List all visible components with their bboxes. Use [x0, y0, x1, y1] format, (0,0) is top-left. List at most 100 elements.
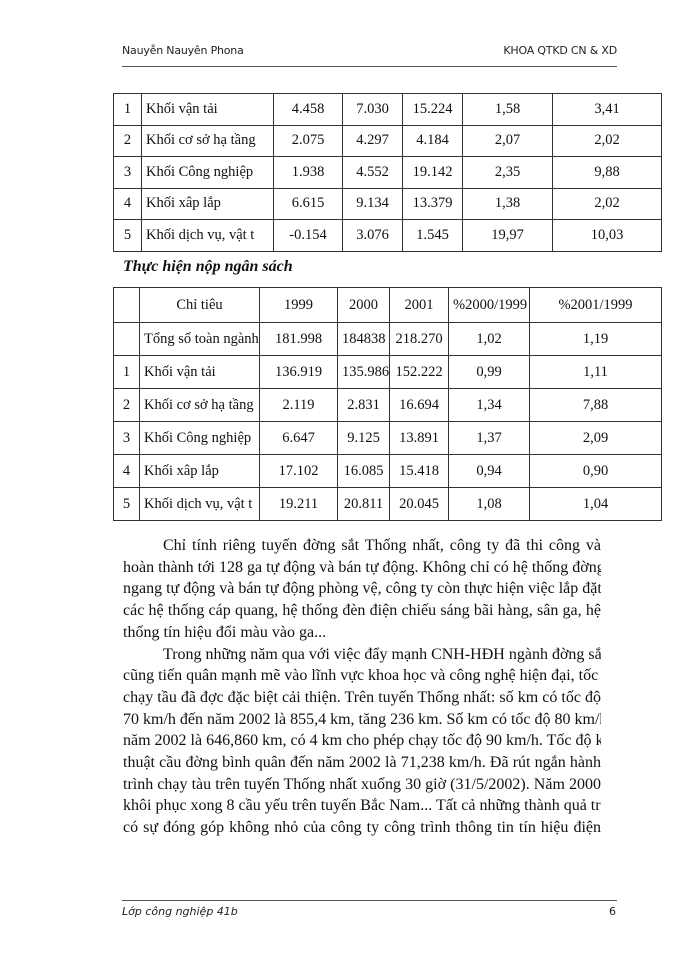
table-row: 4 Khối xâp lắp 6.615 9.134 13.379 1,38 2,02: [113, 187, 662, 220]
row-index-cell: 3: [113, 156, 142, 189]
indicator-cell: Khối dịch vụ, vật t: [139, 487, 260, 521]
value-cell: 0,99: [448, 355, 530, 389]
body-text: Chỉ tính riêng tuyến đờng sắt Thống nhất…: [123, 535, 601, 839]
text-line: ngang tự động và bán tự động phòng vệ, c…: [123, 580, 601, 598]
value-cell: 7,88: [529, 388, 662, 422]
value-cell: 2.119: [259, 388, 338, 422]
text-line: trình chạy tàu trên tuyến Thống nhất xuố…: [123, 775, 601, 793]
text-line: 70 km/h đến năm 2002 là 855,4 km, tăng 2…: [123, 710, 601, 728]
row-index-cell: [113, 322, 140, 356]
value-cell: 135.986: [337, 355, 390, 389]
indicator-cell: Khối vận tải: [141, 93, 274, 126]
value-cell: 16.085: [337, 454, 390, 488]
value-cell: 15.418: [389, 454, 449, 488]
text-line: khôi phục xong 8 cầu yếu trên tuyến Bắc …: [123, 797, 601, 815]
value-cell: 13.891: [389, 421, 449, 455]
value-cell: 3.076: [342, 219, 403, 252]
value-cell: 2.831: [337, 388, 390, 422]
row-index-cell: 2: [113, 388, 140, 422]
indicator-cell: Khối vận tải: [139, 355, 260, 389]
value-cell: 0,90: [529, 454, 662, 488]
text-line: thuật cầu đờng bình quân đến năm 2002 là…: [123, 754, 601, 772]
header-rule: [122, 66, 617, 67]
value-cell: 1,04: [529, 487, 662, 521]
value-cell: 152.222: [389, 355, 449, 389]
value-cell: 4.184: [402, 124, 463, 157]
value-cell: 4.297: [342, 124, 403, 157]
value-cell: 2,02: [552, 187, 662, 220]
budget-table: Chỉ tiêu 1999 2000 2001 %2000/1999 %2001/1999…: [113, 287, 662, 521]
value-cell: 1,58: [462, 93, 553, 126]
table-row: 3 Khối Công nghiệp 6.647 9.125 13.891 1,37 2,0…: [113, 421, 662, 455]
value-cell: 4.552: [342, 156, 403, 189]
value-cell: 2000: [337, 287, 390, 323]
header-department: KHOA QTKD CN & XD: [503, 44, 617, 57]
value-cell: 19,97: [462, 219, 553, 252]
row-index-cell: 5: [113, 219, 142, 252]
value-cell: 17.102: [259, 454, 338, 488]
footer-rule: [122, 900, 617, 901]
text-line: cũng tiến quân mạnh mẽ vào lĩnh vực khoa…: [123, 667, 601, 685]
value-cell: 2,02: [552, 124, 662, 157]
indicator-cell: Khối cơ sở hạ tầng: [141, 124, 274, 157]
value-cell: 1,37: [448, 421, 530, 455]
table-row: 5 Khối dịch vụ, vật t 19.211 20.811 20.045 1,…: [113, 487, 662, 521]
row-index-cell: 3: [113, 421, 140, 455]
value-cell: 1,02: [448, 322, 530, 356]
value-cell: 2.075: [273, 124, 343, 157]
value-cell: 1999: [259, 287, 338, 323]
text-line: Trong những năm qua với việc đẩy mạnh CN…: [163, 645, 601, 663]
indicator-cell: Chỉ tiêu: [139, 287, 260, 323]
row-index-cell: 1: [113, 355, 140, 389]
value-cell: 1,38: [462, 187, 553, 220]
value-cell: 2001: [389, 287, 449, 323]
text-line: thống tín hiệu đổi màu vào ga...: [123, 623, 327, 641]
value-cell: 6.647: [259, 421, 338, 455]
row-index-cell: 2: [113, 124, 142, 157]
indicator-cell: Khối cơ sở hạ tầng: [139, 388, 260, 422]
value-cell: 9,88: [552, 156, 662, 189]
row-index-cell: 4: [113, 187, 142, 220]
value-cell: -0.154: [273, 219, 343, 252]
value-cell: 136.919: [259, 355, 338, 389]
table-row: 5 Khối dịch vụ, vật t -0.154 3.076 1.545 19,9…: [113, 219, 662, 252]
table-continued: 1 Khối vận tải 4.458 7.030 15.224 1,58 3,41 2 Kh…: [113, 93, 662, 252]
value-cell: %2001/1999: [529, 287, 662, 323]
value-cell: 184838: [337, 322, 390, 356]
value-cell: 7.030: [342, 93, 403, 126]
value-cell: 13.379: [402, 187, 463, 220]
footer-class: Lớp công nghiệp 41b: [122, 905, 238, 918]
value-cell: 1.545: [402, 219, 463, 252]
table-header-row: Chỉ tiêu 1999 2000 2001 %2000/1999 %2001/1999: [113, 287, 662, 323]
value-cell: 2,35: [462, 156, 553, 189]
text-line: có sự đóng góp không nhỏ của công ty côn…: [123, 819, 601, 837]
text-line: hoàn thành tới 128 ga tự động và bán tự …: [123, 558, 601, 576]
indicator-cell: Khối Công nghiệp: [139, 421, 260, 455]
table-row: 4 Khối xâp lắp 17.102 16.085 15.418 0,94 0,90: [113, 454, 662, 488]
value-cell: 0,94: [448, 454, 530, 488]
value-cell: 1,19: [529, 322, 662, 356]
text-line: Chỉ tính riêng tuyến đờng sắt Thống nhất…: [163, 537, 601, 554]
value-cell: 1,11: [529, 355, 662, 389]
value-cell: 19.211: [259, 487, 338, 521]
value-cell: 6.615: [273, 187, 343, 220]
row-index-cell: [113, 287, 140, 323]
header-author: Nauyễn Nauyên Phona: [122, 44, 244, 57]
text-line: các hệ thống cáp quang, hệ thống đèn điệ…: [123, 602, 601, 620]
value-cell: 19.142: [402, 156, 463, 189]
text-line: chạy tầu đã đợc đặc biệt cải thiện. Trên…: [123, 688, 601, 706]
table-caption: Thực hiện nộp ngân sách: [123, 258, 293, 275]
value-cell: 10,03: [552, 219, 662, 252]
value-cell: 181.998: [259, 322, 338, 356]
table-row: 3 Khối Công nghiệp 1.938 4.552 19.142 2,35 9,8…: [113, 156, 662, 189]
page-number: 6: [609, 905, 616, 918]
indicator-cell: Khối xâp lắp: [139, 454, 260, 488]
value-cell: %2000/1999: [448, 287, 530, 323]
value-cell: 2,07: [462, 124, 553, 157]
value-cell: 20.045: [389, 487, 449, 521]
value-cell: 9.134: [342, 187, 403, 220]
table-row: 1 Khối vận tải 136.919 135.986 152.222 0,99 1,…: [113, 355, 662, 389]
value-cell: 218.270: [389, 322, 449, 356]
value-cell: 1,34: [448, 388, 530, 422]
value-cell: 1,08: [448, 487, 530, 521]
